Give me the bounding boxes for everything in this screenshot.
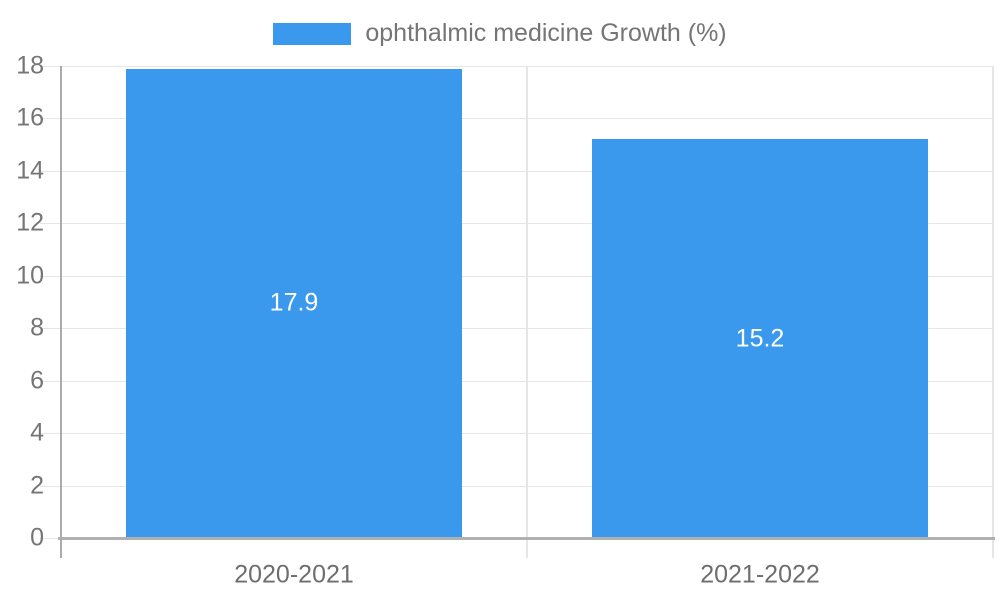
axis-tick-y-0 (40, 538, 61, 539)
y-axis-tick-label: 8 (30, 313, 44, 342)
y-axis-tick-label: 2 (30, 471, 44, 500)
bar-2020-2021 (126, 69, 462, 538)
y-axis-tick-label: 4 (30, 418, 44, 447)
y-axis-tick-label: 0 (30, 523, 44, 552)
y-axis-tick-label: 10 (16, 261, 44, 290)
gridline-y-8 (40, 328, 993, 329)
y-axis-tick-label: 18 (16, 51, 44, 80)
x-axis-tick-label: 2020-2021 (234, 560, 354, 589)
y-axis-tick-label: 14 (16, 156, 44, 185)
gridline-y-18 (40, 66, 993, 67)
y-axis-tick-label: 6 (30, 366, 44, 395)
y-axis-line (60, 66, 62, 558)
bar-value-label: 17.9 (269, 288, 319, 317)
gridline-x-2 (992, 66, 994, 558)
bar-2021-2022 (592, 139, 928, 538)
gridline-y-16 (40, 118, 993, 119)
gridline-y-10 (40, 276, 993, 277)
gridline-x-1 (526, 66, 528, 558)
x-axis-line (58, 537, 995, 540)
bar-value-label: 15.2 (735, 324, 785, 353)
legend-swatch-icon[interactable] (273, 22, 352, 45)
y-axis-tick-label: 16 (16, 103, 44, 132)
y-axis-tick-label: 12 (16, 208, 44, 237)
gridline-y-14 (40, 171, 993, 172)
gridline-y-4 (40, 433, 993, 434)
legend-label[interactable]: ophthalmic medicine Growth (%) (365, 19, 727, 47)
gridline-y-6 (40, 381, 993, 382)
x-axis-tick-label: 2021-2022 (700, 560, 820, 589)
chart-legend: ophthalmic medicine Growth (%) (0, 19, 1000, 48)
gridline-y-12 (40, 223, 993, 224)
gridline-y-2 (40, 486, 993, 487)
